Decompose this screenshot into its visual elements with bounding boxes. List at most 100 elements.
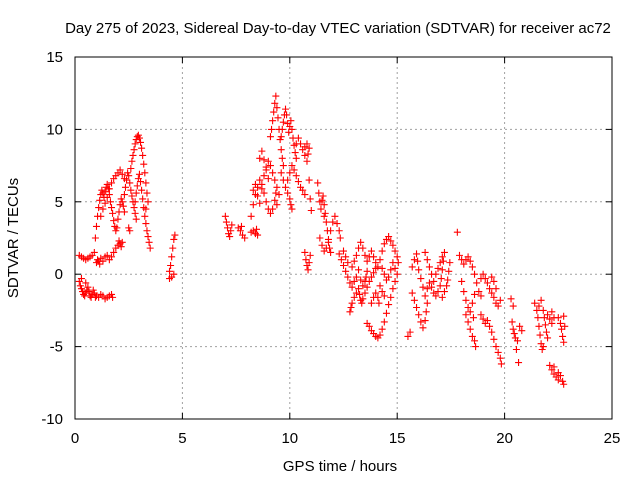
data-point [370, 269, 378, 277]
data-point [419, 324, 427, 332]
y-tick-label: 0 [55, 266, 63, 283]
data-point [556, 372, 564, 380]
data-point [439, 257, 447, 265]
data-point [115, 237, 123, 245]
data-point [294, 134, 302, 142]
data-point [423, 299, 431, 307]
data-point [554, 376, 562, 384]
data-point [471, 290, 479, 298]
data-point [540, 314, 548, 322]
data-point [361, 277, 369, 285]
data-point [141, 212, 149, 220]
data-point [95, 204, 103, 212]
data-point [440, 288, 448, 296]
data-point [138, 186, 146, 194]
data-point [320, 212, 328, 220]
data-point [558, 325, 566, 333]
data-point [132, 136, 140, 144]
data-point [359, 244, 367, 252]
data-point [488, 289, 496, 297]
data-point [119, 202, 127, 210]
data-point [89, 286, 97, 294]
data-point [98, 186, 106, 194]
data-point [135, 170, 143, 178]
data-point [415, 266, 423, 274]
data-point [249, 186, 257, 194]
data-point [548, 308, 556, 316]
y-tick-label: -5 [50, 339, 63, 356]
data-point [363, 283, 371, 291]
data-point [556, 319, 564, 327]
data-point [481, 275, 489, 283]
data-point [483, 317, 491, 325]
data-point [375, 299, 383, 307]
data-point [430, 277, 438, 285]
data-point [488, 328, 496, 336]
data-point [408, 289, 416, 297]
data-point [317, 205, 325, 213]
data-point [112, 227, 120, 235]
data-point [393, 270, 401, 278]
data-point [268, 125, 276, 133]
data-point [145, 238, 153, 246]
y-tick-label: -10 [41, 411, 63, 428]
data-point [466, 257, 474, 265]
data-point [96, 260, 104, 268]
data-point [131, 140, 139, 148]
data-point [376, 256, 384, 264]
data-point [559, 332, 567, 340]
data-point [270, 108, 278, 116]
data-point [432, 270, 440, 278]
data-point [436, 259, 444, 267]
data-point [380, 240, 388, 248]
data-point [361, 251, 369, 259]
data-point [516, 322, 524, 330]
data-point [385, 233, 393, 241]
data-point [475, 288, 483, 296]
data-point [258, 185, 266, 193]
data-point [91, 234, 99, 242]
x-tick-label: 0 [71, 430, 79, 447]
data-point [288, 205, 296, 213]
data-point [331, 212, 339, 220]
data-point [236, 227, 244, 235]
data-point [318, 196, 326, 204]
data-point [121, 183, 129, 191]
data-point [374, 263, 382, 271]
data-point [272, 92, 280, 100]
data-point [387, 293, 395, 301]
data-point [372, 259, 380, 267]
data-point [253, 225, 261, 233]
data-point [367, 247, 375, 255]
data-point [260, 156, 268, 164]
data-point [464, 304, 472, 312]
data-point [316, 234, 324, 242]
data-point [262, 198, 270, 206]
data-point [282, 183, 290, 191]
data-point [548, 319, 556, 327]
data-point [492, 343, 500, 351]
data-point [117, 195, 125, 203]
data-point [168, 253, 176, 261]
data-point [380, 318, 388, 326]
data-point [113, 224, 121, 232]
data-point [534, 314, 542, 322]
x-tick-label: 5 [178, 430, 186, 447]
data-point [273, 201, 281, 209]
data-point [350, 293, 358, 301]
chart-title: Day 275 of 2023, Sidereal Day-to-day VTE… [65, 20, 611, 37]
data-point [130, 146, 138, 154]
data-point [94, 256, 102, 264]
data-point [342, 267, 350, 275]
y-axis-label: SDTVAR / TECUs [5, 178, 22, 298]
data-point [462, 296, 470, 304]
data-point [134, 131, 142, 139]
data-point [492, 285, 500, 293]
data-point [287, 201, 295, 209]
data-point [546, 315, 554, 323]
data-point [258, 147, 266, 155]
data-point [137, 138, 145, 146]
data-point [355, 266, 363, 274]
data-point [123, 176, 131, 184]
data-point [348, 299, 356, 307]
